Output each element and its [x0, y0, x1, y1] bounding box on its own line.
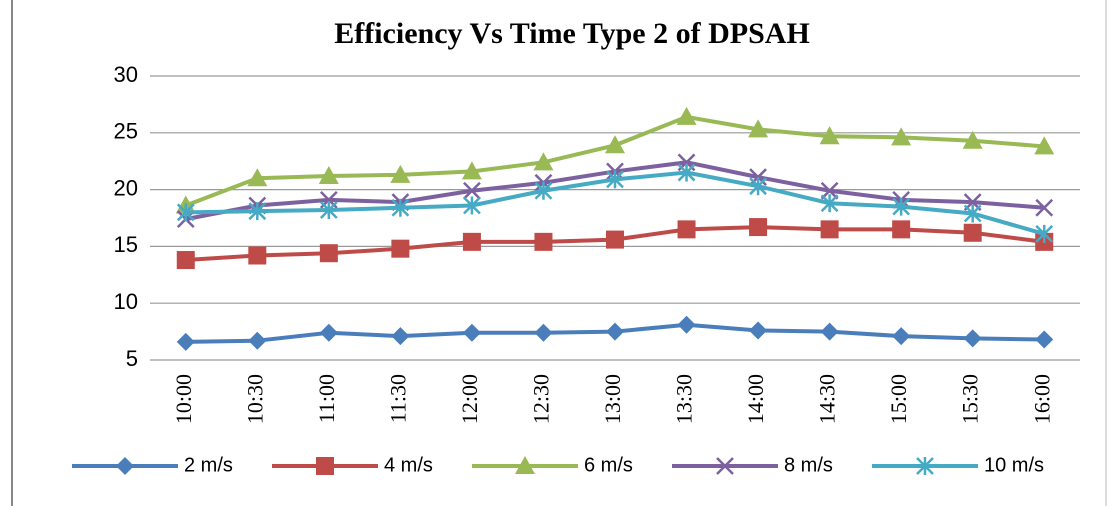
- y-tick-label: 15: [114, 232, 138, 257]
- point: [1035, 224, 1054, 243]
- point: [319, 244, 338, 263]
- point: [462, 232, 481, 251]
- point: [319, 201, 338, 220]
- point: [820, 322, 839, 341]
- point: [606, 322, 624, 341]
- point: [1034, 136, 1055, 155]
- point: [748, 119, 769, 138]
- point: [892, 327, 911, 346]
- point: [819, 126, 840, 145]
- point: [963, 329, 982, 348]
- y-tick-label: 20: [114, 175, 138, 200]
- chart-title: Efficiency Vs Time Type 2 of DPSAH: [334, 17, 810, 50]
- point: [248, 331, 267, 350]
- x-tick-label: 12:00: [457, 374, 482, 424]
- point: [248, 246, 267, 265]
- point: [677, 220, 696, 239]
- point: [962, 130, 983, 149]
- point: [749, 177, 767, 196]
- point: [963, 223, 982, 242]
- point: [1035, 198, 1054, 217]
- x-tick-label: 10:30: [242, 374, 267, 424]
- y-tick-label: 25: [114, 119, 138, 144]
- point: [534, 181, 553, 200]
- point: [677, 315, 696, 334]
- legend-marker: [116, 457, 134, 475]
- x-tick-label: 11:30: [385, 374, 410, 423]
- point: [1035, 330, 1054, 349]
- point: [176, 203, 195, 222]
- point: [247, 168, 268, 187]
- point: [749, 218, 768, 237]
- y-tick-label: 10: [114, 289, 138, 314]
- point: [391, 198, 410, 217]
- point: [820, 220, 839, 239]
- legend-label: 8 m/s: [784, 454, 833, 476]
- x-tick-label: 13:00: [600, 374, 625, 424]
- point: [534, 232, 553, 251]
- point: [391, 327, 410, 346]
- point: [318, 165, 339, 184]
- point: [463, 196, 481, 215]
- point: [534, 323, 553, 342]
- point: [176, 332, 195, 351]
- point: [605, 135, 625, 154]
- series-line: [185, 114, 1045, 208]
- point: [676, 106, 697, 125]
- point: [461, 161, 482, 180]
- legend-marker: [316, 457, 334, 475]
- point: [892, 220, 911, 239]
- x-tick-label: 15:00: [886, 374, 911, 424]
- x-tick-label: 13:30: [672, 374, 697, 424]
- legend-label: 4 m/s: [384, 454, 433, 476]
- point: [390, 164, 411, 183]
- legend-marker: [515, 456, 535, 474]
- point: [248, 202, 267, 221]
- legend-label: 6 m/s: [584, 454, 633, 476]
- point: [319, 323, 338, 342]
- point: [892, 197, 911, 216]
- x-tick-label: 14:00: [743, 374, 768, 424]
- legend-marker: [716, 457, 734, 475]
- legend-label: 2 m/s: [184, 454, 233, 476]
- point: [749, 321, 768, 340]
- legend-label: 10 m/s: [984, 454, 1044, 476]
- point: [891, 127, 912, 146]
- point: [606, 230, 624, 249]
- point: [820, 181, 839, 200]
- point: [391, 239, 410, 258]
- point: [533, 152, 554, 171]
- x-tick-label: 11:00: [314, 374, 339, 423]
- point: [677, 163, 696, 182]
- y-tick-label: 30: [114, 62, 138, 87]
- point: [963, 204, 982, 223]
- x-tick-label: 16:00: [1029, 374, 1054, 424]
- point: [463, 181, 481, 200]
- x-tick-label: 15:30: [958, 374, 983, 424]
- point: [820, 194, 839, 213]
- y-tick-label: 5: [126, 346, 138, 371]
- point: [176, 251, 195, 270]
- x-tick-label: 12:30: [529, 374, 554, 424]
- point: [462, 323, 481, 342]
- point: [606, 170, 624, 189]
- x-tick-label: 14:30: [815, 374, 840, 424]
- legend-marker: [916, 457, 934, 475]
- x-tick-label: 10:00: [171, 374, 196, 424]
